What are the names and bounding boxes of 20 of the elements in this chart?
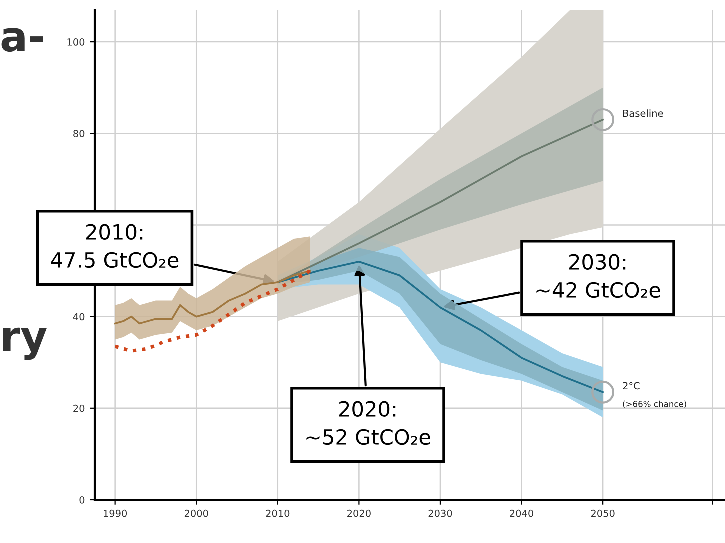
x-tick-label: 2010 (266, 510, 290, 518)
y-tick-label: 20 (74, 404, 85, 412)
annotation: 2030: ~42 GtCO₂e (536, 254, 660, 298)
y-tick-label: 80 (74, 130, 85, 138)
x-tick-label: 1990 (104, 510, 128, 518)
x-tick-label: 2040 (510, 510, 534, 518)
text: ry (4, 328, 47, 360)
y-tick-label: 40 (73, 313, 85, 321)
annotation: 2010: 47.5 GtCO₂e (51, 224, 179, 268)
x-tick-label: 2000 (184, 510, 208, 518)
y-tick-label: 100 (68, 38, 85, 46)
text: a- (2, 28, 44, 52)
x-tick-label: 2020 (348, 510, 371, 518)
x-tick-label: 2030 (428, 510, 452, 518)
series-label: Baseline (623, 110, 664, 118)
y-tick-label: 0 (80, 496, 85, 504)
series-label: 2°C (623, 382, 640, 390)
x-tick-label: 2050 (591, 510, 615, 518)
annotation: (>66% chance) (623, 400, 686, 408)
annotation: 2020: ~52 GtCO₂e (306, 401, 430, 446)
